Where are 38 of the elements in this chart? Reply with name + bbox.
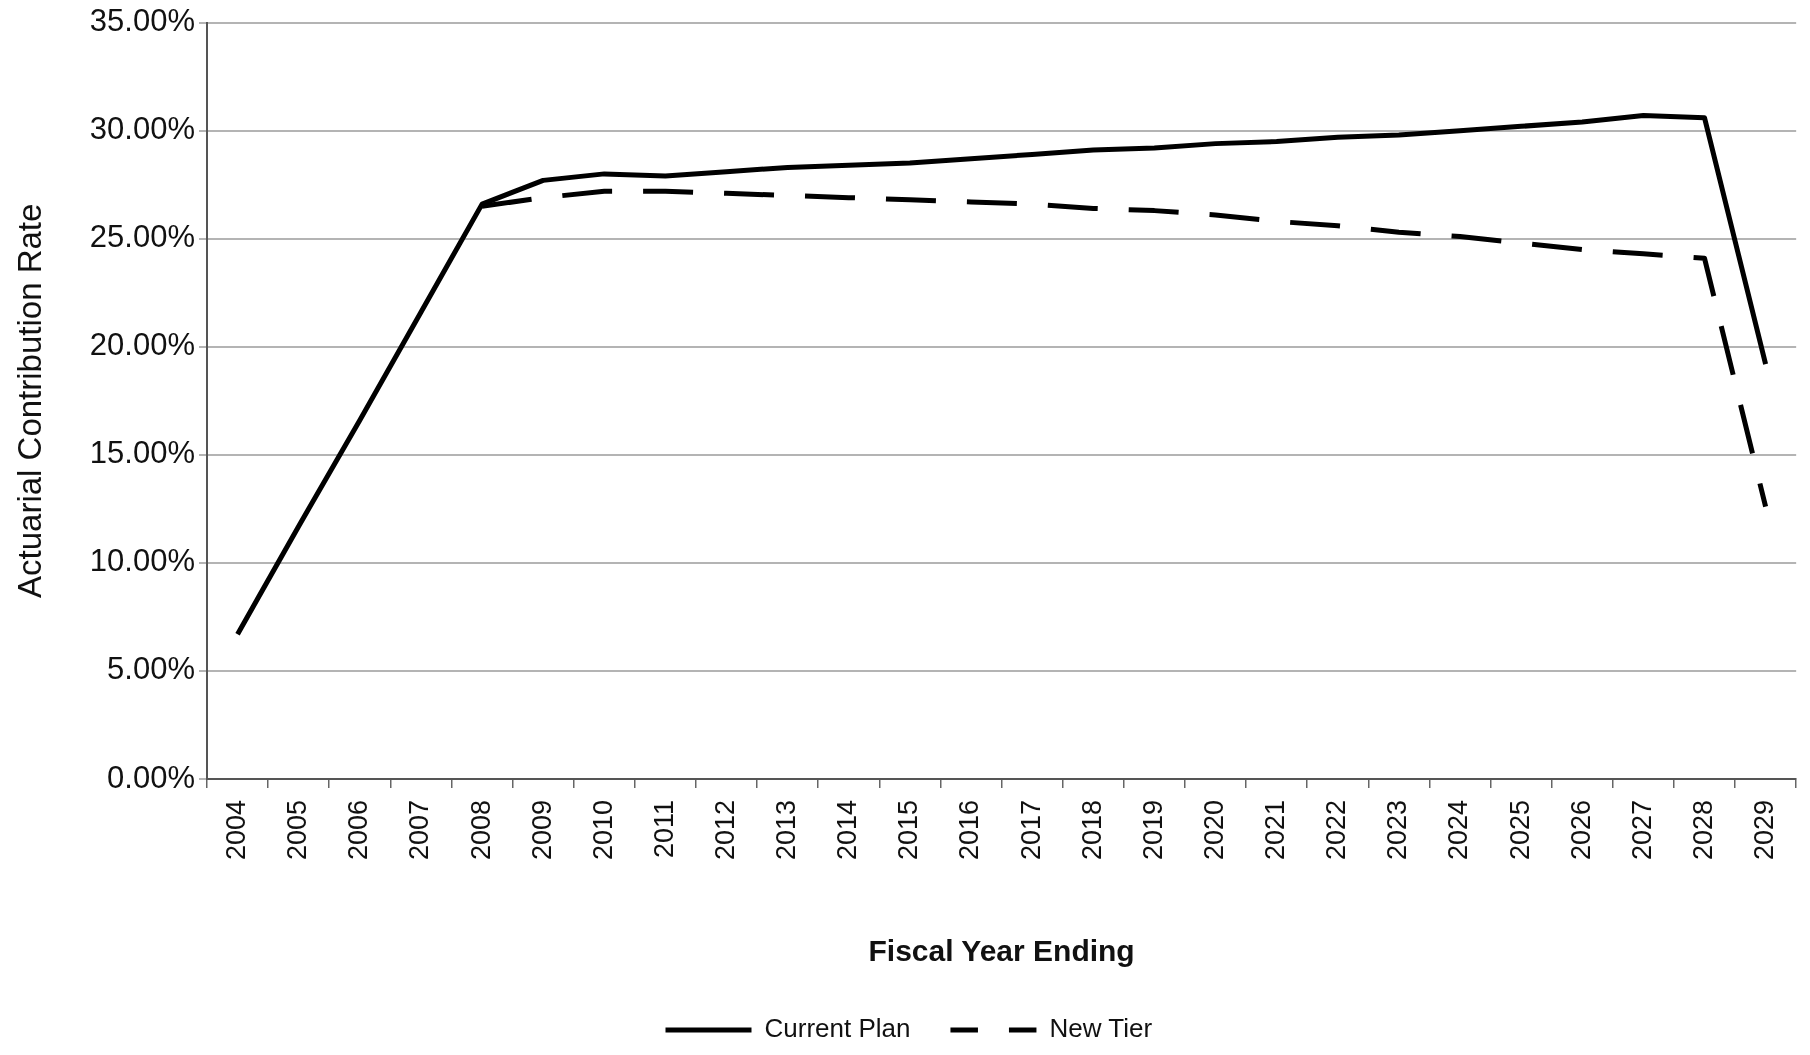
x-tick-label: 2012 [709,800,740,861]
x-tick-label: 2020 [1198,800,1229,861]
x-tick-label: 2017 [1015,800,1046,861]
y-tick-label: 5.00% [107,651,195,687]
x-tick-label: 2006 [343,800,374,861]
x-tick-label: 2021 [1260,800,1291,861]
legend-label: Current Plan [764,1013,911,1044]
x-tick-label: 2016 [954,800,985,861]
x-tick-label: 2028 [1687,800,1718,861]
x-tick-label: 2019 [1137,800,1168,861]
x-tick-label: 2022 [1321,800,1352,861]
y-tick-label: 25.00% [89,219,195,255]
x-tick-label: 2024 [1443,800,1474,861]
x-tick-label: 2004 [221,800,252,861]
y-axis-title: Actuarial Contribution Rate [10,203,48,598]
x-tick-label: 2008 [465,800,496,861]
y-tick-label: 30.00% [89,111,195,147]
x-tick-label: 2027 [1626,800,1657,861]
x-tick-label: 2029 [1749,800,1780,861]
x-tick-label: 2013 [771,800,802,861]
x-tick-label: 2011 [648,800,679,859]
x-tick-label: 2018 [1076,800,1107,861]
y-tick-label: 10.00% [89,543,195,579]
x-axis-title: Fiscal Year Ending [868,934,1135,968]
x-tick-label: 2014 [832,800,863,861]
y-tick-label: 35.00% [89,3,195,39]
x-tick-label: 2007 [404,800,435,861]
x-tick-label: 2023 [1382,800,1413,861]
legend-label: New Tier [1049,1013,1153,1044]
y-tick-label: 15.00% [89,435,195,471]
x-tick-label: 2026 [1565,800,1596,861]
x-tick-label: 2010 [587,800,618,861]
x-tick-label: 2025 [1504,800,1535,861]
y-tick-label: 20.00% [89,327,195,363]
y-tick-label: 0.00% [107,759,195,795]
x-tick-label: 2009 [526,800,557,861]
x-tick-label: 2015 [893,800,924,861]
x-tick-label: 2005 [282,800,313,861]
